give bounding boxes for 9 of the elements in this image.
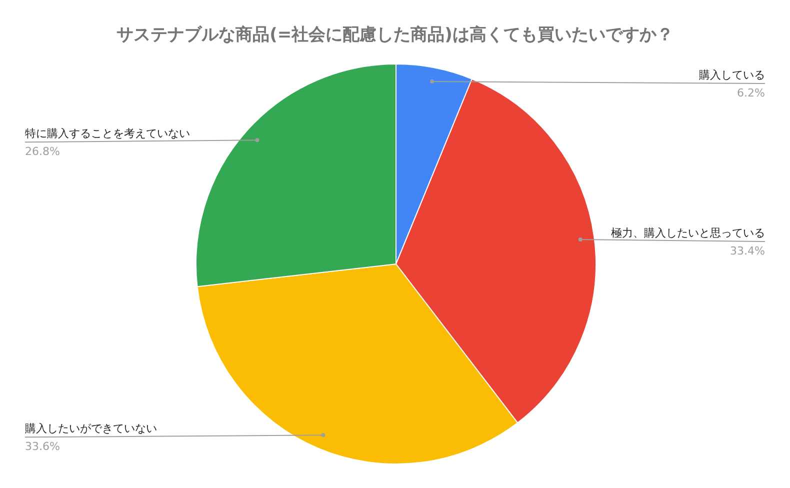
slice-label: 購入している <box>699 68 765 82</box>
slice-label: 購入したいができていない <box>25 422 157 436</box>
data-label: 33.6% <box>25 440 60 454</box>
data-label: 33.4% <box>730 244 765 258</box>
slice-label: 特に購入することを考えていない <box>25 127 190 140</box>
slice-label: 極力、購入したいと思っている <box>611 226 765 240</box>
data-label: 26.8% <box>25 145 60 158</box>
chart-title: サステナブルな商品(=社会に配慮した商品)は高くても買いたいですか？ <box>116 25 674 45</box>
data-label: 6.2% <box>737 86 765 100</box>
